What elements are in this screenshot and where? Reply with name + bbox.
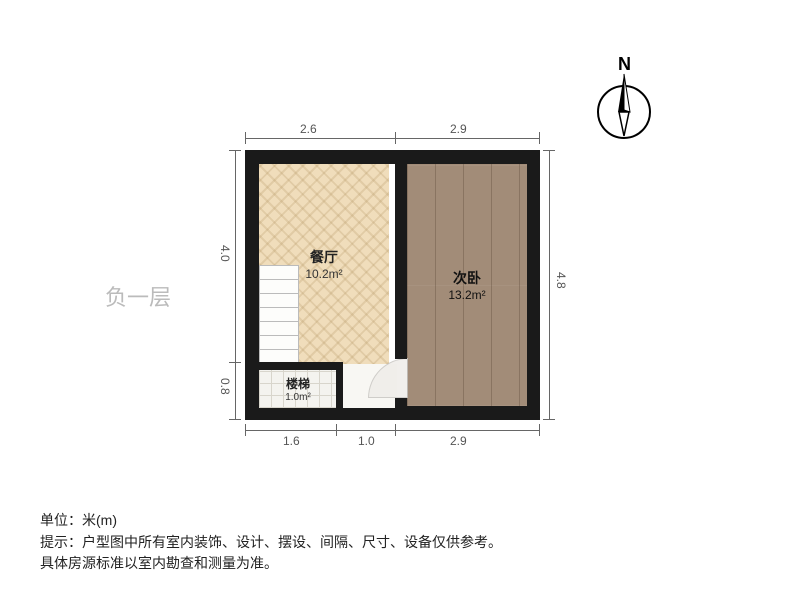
dim-top-0: 2.6 bbox=[300, 122, 317, 136]
inner-wall bbox=[336, 362, 343, 410]
caption-block: 单位：米(m) 提示：户型图中所有室内装饰、设计、摆设、间隔、尺寸、设备仅供参考… bbox=[40, 510, 502, 575]
dim-tick bbox=[245, 424, 246, 436]
dim-tick bbox=[336, 424, 337, 436]
caption-unit: 单位：米(m) bbox=[40, 510, 502, 532]
room-bedroom-name: 次卧 bbox=[453, 268, 481, 288]
inner-wall bbox=[395, 164, 407, 359]
dim-tick bbox=[245, 132, 246, 144]
room-dining-area: 10.2m² bbox=[305, 267, 342, 281]
inner-wall bbox=[395, 398, 407, 408]
dim-right-0: 4.8 bbox=[554, 272, 568, 289]
room-stairwell-name: 楼梯 bbox=[286, 375, 310, 392]
dim-tick bbox=[543, 150, 555, 151]
dim-tick bbox=[229, 150, 241, 151]
dim-tick bbox=[395, 132, 396, 144]
caption-hint-2: 具体房源标准以室内勘查和测量为准。 bbox=[40, 553, 502, 575]
room-bedroom: 次卧 13.2m² bbox=[407, 164, 527, 406]
dim-left-0: 4.0 bbox=[218, 245, 232, 262]
dim-bottom-0: 1.6 bbox=[283, 434, 300, 448]
dim-top-1: 2.9 bbox=[450, 122, 467, 136]
dim-line bbox=[549, 150, 550, 420]
dim-tick bbox=[539, 132, 540, 144]
dim-bottom-2: 2.9 bbox=[450, 434, 467, 448]
floor-level-label: 负一层 bbox=[105, 280, 171, 312]
inner-wall bbox=[259, 362, 343, 370]
dim-tick bbox=[543, 419, 555, 420]
room-stairwell-area: 1.0m² bbox=[285, 392, 311, 403]
dim-bottom-1: 1.0 bbox=[358, 434, 375, 448]
dim-line bbox=[245, 430, 540, 431]
dim-tick bbox=[229, 362, 241, 363]
compass-north-label: N bbox=[618, 54, 631, 75]
dim-left-1: 0.8 bbox=[218, 378, 232, 395]
caption-hint-1: 提示：户型图中所有室内装饰、设计、摆设、间隔、尺寸、设备仅供参考。 bbox=[40, 532, 502, 554]
compass-icon: N bbox=[588, 70, 660, 147]
dim-tick bbox=[229, 419, 241, 420]
floorplan-canvas: 负一层 N 餐厅 10.2m² 次卧 13.2m² 楼梯 1.0m² bbox=[0, 0, 800, 600]
dim-tick bbox=[395, 424, 396, 436]
room-bedroom-area: 13.2m² bbox=[448, 288, 485, 302]
stairs-run bbox=[259, 265, 299, 365]
dim-line bbox=[235, 150, 236, 420]
room-dining-name: 餐厅 bbox=[310, 247, 338, 267]
dim-line bbox=[245, 138, 540, 139]
room-stairwell: 楼梯 1.0m² bbox=[259, 370, 337, 408]
dim-tick bbox=[539, 424, 540, 436]
